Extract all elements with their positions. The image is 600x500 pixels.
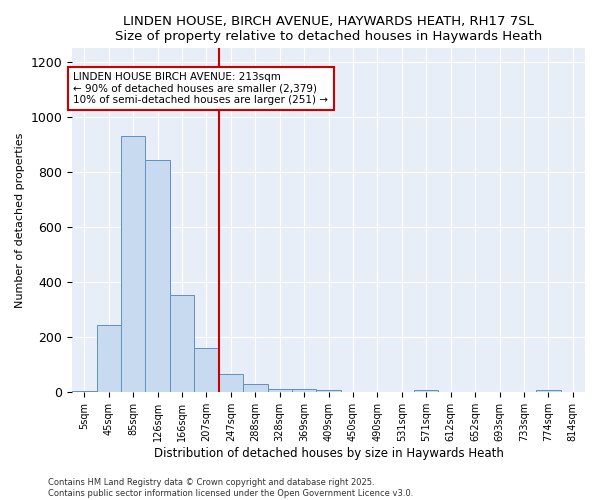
Bar — [536, 390, 560, 392]
Bar — [145, 160, 170, 392]
Text: LINDEN HOUSE BIRCH AVENUE: 213sqm
← 90% of detached houses are smaller (2,379)
1: LINDEN HOUSE BIRCH AVENUE: 213sqm ← 90% … — [73, 72, 328, 105]
Bar — [243, 384, 268, 392]
Bar — [316, 390, 341, 392]
Title: LINDEN HOUSE, BIRCH AVENUE, HAYWARDS HEATH, RH17 7SL
Size of property relative t: LINDEN HOUSE, BIRCH AVENUE, HAYWARDS HEA… — [115, 15, 542, 43]
Bar — [72, 391, 97, 392]
Bar — [414, 390, 439, 392]
Bar — [170, 294, 194, 392]
Bar — [268, 389, 292, 392]
Bar — [121, 136, 145, 392]
Bar — [218, 374, 243, 392]
Y-axis label: Number of detached properties: Number of detached properties — [15, 132, 25, 308]
Bar — [97, 325, 121, 392]
Bar — [292, 389, 316, 392]
Bar — [194, 348, 218, 393]
X-axis label: Distribution of detached houses by size in Haywards Heath: Distribution of detached houses by size … — [154, 447, 503, 460]
Text: Contains HM Land Registry data © Crown copyright and database right 2025.
Contai: Contains HM Land Registry data © Crown c… — [48, 478, 413, 498]
